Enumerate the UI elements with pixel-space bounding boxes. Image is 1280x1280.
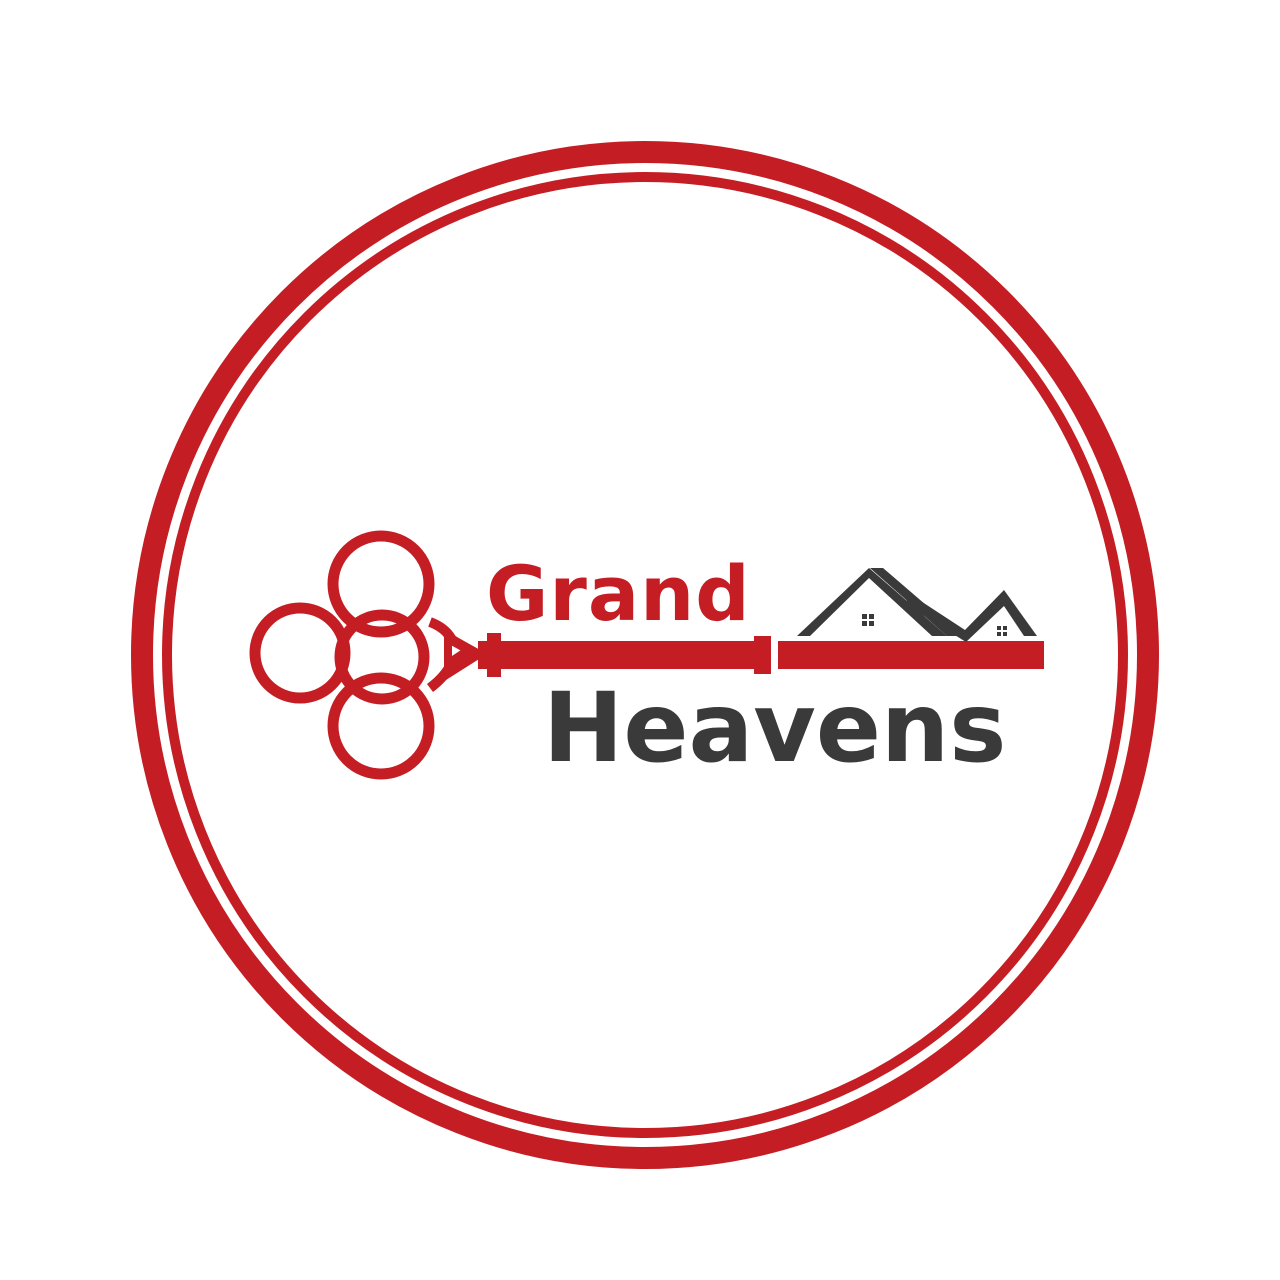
- outer-ring: [131, 141, 1159, 1169]
- window-left: [862, 614, 874, 626]
- inner-ring: [162, 172, 1128, 1138]
- key-collar-diamond: [444, 628, 486, 682]
- key-icon: [249, 530, 486, 780]
- key-bow-center: [334, 609, 430, 705]
- window-right: [997, 626, 1007, 636]
- ring-border: [131, 141, 1159, 1169]
- logo-word-grand: Grand: [486, 549, 751, 638]
- key-bow-bottom: [327, 672, 435, 780]
- key-shaft: [478, 633, 1044, 677]
- logo-word-heavens: Heavens: [543, 672, 1007, 784]
- roof-right: [905, 590, 1037, 642]
- house-roof-icon: [797, 568, 1037, 642]
- roof-left: [797, 568, 947, 636]
- key-bow-top: [327, 530, 435, 638]
- key-bow-left: [249, 602, 351, 704]
